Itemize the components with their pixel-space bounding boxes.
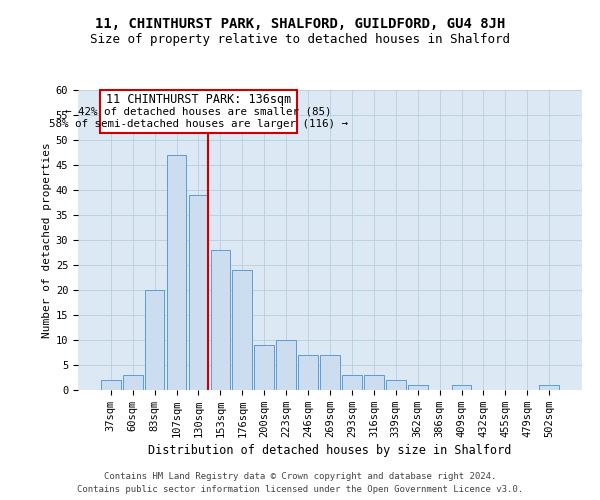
Text: 58% of semi-detached houses are larger (116) →: 58% of semi-detached houses are larger (… (49, 119, 348, 129)
Text: 11 CHINTHURST PARK: 136sqm: 11 CHINTHURST PARK: 136sqm (106, 92, 291, 106)
Bar (188, 195, 208, 390)
Bar (232, 270, 252, 390)
Bar (386, 380, 406, 390)
X-axis label: Distribution of detached houses by size in Shalford: Distribution of detached houses by size … (148, 444, 512, 457)
Bar (123, 375, 143, 390)
Bar (320, 355, 340, 390)
Bar (452, 385, 472, 390)
Bar (145, 290, 164, 390)
Text: 11, CHINTHURST PARK, SHALFORD, GUILDFORD, GU4 8JH: 11, CHINTHURST PARK, SHALFORD, GUILDFORD… (95, 18, 505, 32)
Bar (408, 385, 428, 390)
Y-axis label: Number of detached properties: Number of detached properties (41, 142, 52, 338)
Bar (342, 375, 362, 390)
Bar (364, 375, 384, 390)
Text: ← 42% of detached houses are smaller (85): ← 42% of detached houses are smaller (85… (65, 106, 332, 116)
Text: Contains HM Land Registry data © Crown copyright and database right 2024.: Contains HM Land Registry data © Crown c… (104, 472, 496, 481)
Bar (211, 250, 230, 390)
Text: Size of property relative to detached houses in Shalford: Size of property relative to detached ho… (90, 32, 510, 46)
Bar (539, 385, 559, 390)
Bar (298, 355, 318, 390)
Bar (254, 345, 274, 390)
Bar (167, 155, 187, 390)
Bar (276, 340, 296, 390)
Text: Contains public sector information licensed under the Open Government Licence v3: Contains public sector information licen… (77, 485, 523, 494)
Bar (101, 380, 121, 390)
FancyBboxPatch shape (100, 90, 297, 132)
